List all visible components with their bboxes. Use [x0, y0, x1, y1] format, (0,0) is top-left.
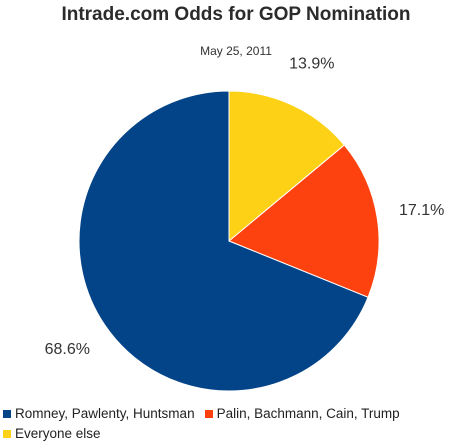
chart-subtitle: May 25, 2011	[200, 44, 272, 58]
pie-chart: 13.9% 17.1% 68.6%	[45, 56, 445, 392]
pie-slice-2	[78, 90, 369, 392]
legend-swatch	[204, 409, 213, 418]
chart-legend: Romney, Pawlenty, Huntsman Palin, Bachma…	[3, 403, 471, 443]
legend-swatch	[3, 429, 11, 438]
pie-slice-labels: 13.9% 17.1% 68.6%	[45, 56, 445, 359]
legend-item-palin: Palin, Bachmann, Cain, Trump	[204, 405, 400, 421]
legend-label: Romney, Pawlenty, Huntsman	[15, 405, 195, 421]
legend-label: Palin, Bachmann, Cain, Trump	[216, 405, 400, 421]
legend-label: Everyone else	[15, 425, 101, 441]
chart-title: Intrade.com Odds for GOP Nomination	[61, 4, 411, 25]
legend-row-1: Romney, Pawlenty, Huntsman Palin, Bachma…	[3, 403, 471, 423]
pie-slice-1	[228, 144, 380, 298]
pie-slice-label-0: 13.9%	[289, 56, 334, 73]
pie-slices	[78, 90, 380, 392]
legend-row-2: Everyone else	[3, 423, 471, 443]
legend-item-everyone-else: Everyone else	[3, 426, 101, 441]
legend-swatch	[3, 409, 11, 418]
pie-slice-0	[228, 90, 346, 243]
pie-slice-label-2: 68.6%	[45, 341, 90, 358]
pie-slice-label-1: 17.1%	[399, 202, 444, 219]
legend-item-romney: Romney, Pawlenty, Huntsman	[3, 406, 195, 421]
